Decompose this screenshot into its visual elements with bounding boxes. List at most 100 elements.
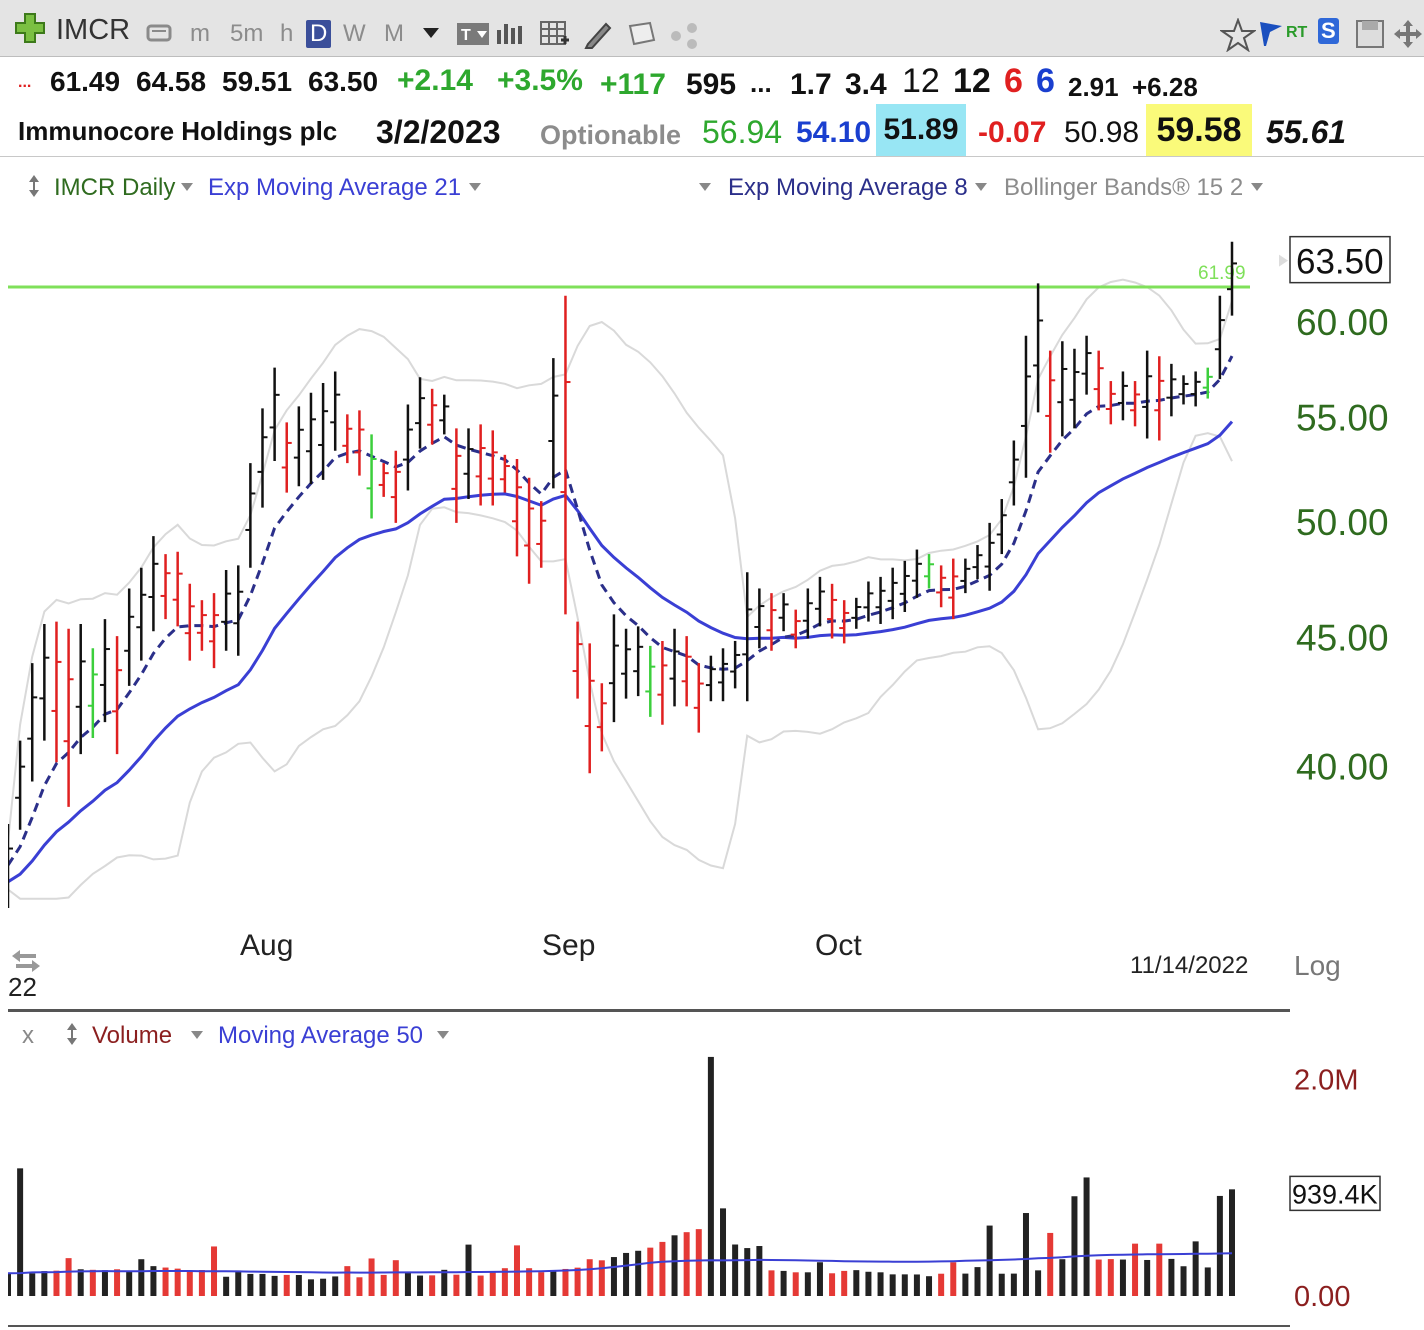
quote-stat-10: +6.28 [1132,72,1198,102]
ema21-line [8,420,1234,884]
price-bar [1142,350,1153,439]
quote2-val-5: 50.98 [1064,116,1140,149]
volume-bar [1071,1196,1078,1296]
flag-icon[interactable] [1256,18,1286,50]
chevron-down-icon[interactable] [468,182,482,192]
price-bar [839,600,850,644]
price-bar [608,614,619,723]
price-bar [293,406,304,487]
company-name: Immunocore Holdings plc [18,116,338,146]
price-bar [814,576,825,627]
price-bar [124,588,135,686]
price-bar [15,740,26,830]
move-icon[interactable] [1394,18,1424,50]
timeframe-minute[interactable]: m [190,20,210,47]
save-icon[interactable] [1354,18,1388,50]
symbol-label[interactable]: IMCR [56,14,131,46]
note-icon[interactable] [626,20,658,48]
x-tick-label: Aug [240,929,293,962]
price-chart[interactable]: 61.99 40.00 45.00 50.00 55.00 60.00 63.50 Aug Se… [8,160,1424,1010]
scroll-arrows-icon[interactable] [10,948,42,974]
ema8-label[interactable]: Exp Moving Average 8 [728,174,968,201]
volume-bar [926,1276,933,1296]
volume-bar [41,1271,48,1296]
price-bar [148,536,159,632]
draw-pencil-icon[interactable] [582,18,614,50]
ema21-label[interactable]: Exp Moving Average 21 [208,174,462,201]
quote-stat-7: 6 [1004,62,1023,100]
volume-bar [392,1260,399,1296]
close-panel-button[interactable]: x [22,1022,34,1049]
add-symbol-icon[interactable] [14,12,46,44]
price-bar [75,623,86,755]
chart-type-icon[interactable]: T [456,20,490,48]
ticker-tape-icon[interactable] [146,20,178,46]
volume-bar [659,1241,666,1296]
chevron-down-icon[interactable] [974,182,988,192]
volume-bar [162,1267,169,1296]
volume-chart[interactable]: 2.0M 0.00 939.4K [8,1010,1424,1330]
volume-bar [841,1270,848,1296]
price-bar [730,640,741,689]
volume-bar [1144,1259,1151,1296]
volume-ma-label[interactable]: Moving Average 50 [218,1022,424,1049]
drag-handle-icon[interactable] [26,174,42,198]
quote-low: 59.51 [222,66,293,97]
price-bar [233,565,244,656]
price-bar [27,663,38,782]
quote2-val-1: 56.94 [702,114,783,150]
chevron-down-icon[interactable] [190,1030,204,1040]
price-bar [596,683,607,752]
timeframe-dropdown-icon[interactable] [422,26,440,40]
chevron-down-icon[interactable] [698,182,712,192]
volume-bar [974,1267,981,1296]
chevron-down-icon[interactable] [180,182,194,192]
volume-bar [853,1270,860,1296]
last-price-label: 63.50 [1296,243,1384,282]
drag-handle-icon[interactable] [64,1022,80,1046]
price-bar [8,824,13,908]
timeframe-daily[interactable]: D [306,20,332,48]
date-marker: 11/14/2022 [1130,952,1249,979]
chevron-down-icon[interactable] [436,1030,450,1040]
volume-bar [1156,1243,1163,1296]
volume-bar [1059,1259,1066,1296]
bollinger-label[interactable]: Bollinger Bands® 15 2 [1004,174,1244,201]
x-tick-label: Oct [815,929,862,962]
volume-bar [174,1268,181,1296]
volume-label[interactable]: Volume [92,1022,173,1049]
price-bar [742,572,753,702]
price-symbol-label[interactable]: IMCR Daily [54,174,176,201]
log-scale-toggle[interactable]: Log [1294,950,1341,981]
volume-bar [780,1270,787,1296]
favorite-star-icon[interactable] [1220,18,1256,52]
quote-stat-5: 12 [902,62,940,100]
timeframe-hour[interactable]: h [280,20,294,47]
volume-bar [380,1274,387,1296]
quote-close: 63.50 [308,66,379,97]
timeframe-monthly[interactable]: M [384,20,404,47]
price-bar [633,626,644,697]
price-bar [560,295,571,615]
bollinger-upper-line [8,278,1233,842]
y-tick-label: 55.00 [1296,397,1389,438]
price-bar [330,371,341,451]
price-bar [802,588,813,639]
sv-button[interactable]: S [1318,18,1339,44]
chevron-down-icon[interactable] [1250,182,1264,192]
grid-table-icon[interactable] [538,18,572,50]
timeframe-5min[interactable]: 5m [230,20,264,47]
y-tick-label: 60.00 [1296,302,1389,343]
price-bar [718,648,729,702]
price-bar [184,583,195,661]
share-icon[interactable] [668,20,702,50]
bar-chart-icon[interactable] [494,20,526,48]
x-tick-label: Sep [542,929,595,962]
price-bar [39,623,50,741]
timeframe-weekly[interactable]: W [343,20,366,47]
price-bar [1202,367,1213,399]
realtime-label[interactable]: RT [1286,24,1308,41]
price-bar [621,628,632,699]
volume-bar [877,1272,884,1296]
price-bar [827,583,838,639]
